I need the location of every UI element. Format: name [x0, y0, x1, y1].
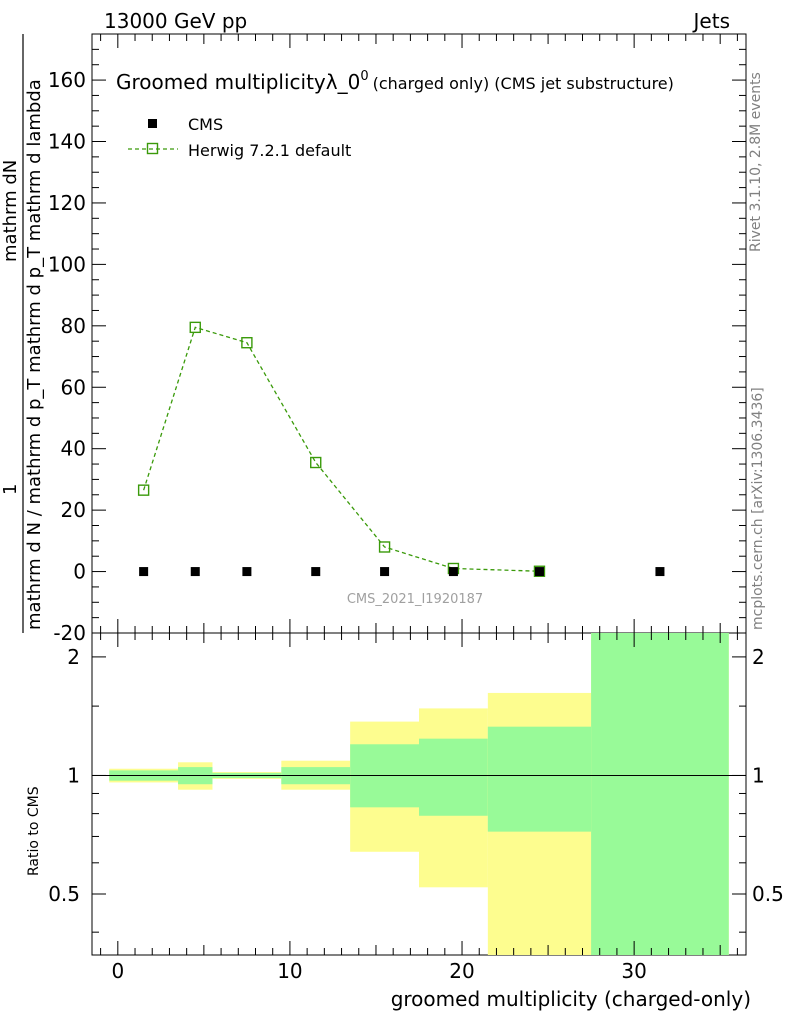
main-ytick-label: 40 — [61, 437, 86, 461]
header-right: Jets — [692, 9, 730, 33]
herwig-point — [310, 456, 322, 469]
ratio-band-inner-6 — [487, 726, 592, 832]
ratio-ytick-label-right: 2 — [752, 645, 765, 669]
ratio-ticks: 0.5 0.5 1 1 2 2 — [48, 645, 784, 933]
main-ytick-label: 60 — [61, 375, 86, 399]
plot-title-superscript: 0 — [360, 69, 368, 84]
ratio-ytick-label: 0.5 — [48, 882, 80, 906]
cms-point — [190, 567, 200, 577]
cms-point — [448, 567, 458, 577]
header-left: 13000 GeV pp — [104, 9, 247, 33]
ratio-ytick-label: 2 — [67, 645, 80, 669]
herwig-line — [143, 326, 540, 572]
cms-point — [380, 567, 390, 577]
plot-title: Groomed multiplicityλ_00 (charged only) (… — [116, 69, 674, 94]
analysis-watermark: CMS_2021_I1920187 — [347, 592, 483, 607]
main-ylabel-denominator: mathrm d N / mathrm d p_T mathrm d p_T m… — [24, 79, 45, 630]
ratio-panel-frame — [91, 632, 747, 956]
x-ticks: 0 10 20 30 — [100, 34, 738, 983]
xtick-label: 0 — [111, 959, 124, 983]
plot-title-lambda: λ_0 — [326, 70, 361, 94]
xtick-label: 10 — [277, 959, 302, 983]
mcplots-label: mcplots.cern.ch [arXiv:1306.3436] — [750, 387, 766, 630]
ratio-band-inner-5 — [419, 738, 488, 816]
cms-point — [242, 567, 252, 577]
cms-point — [534, 567, 544, 577]
xtick-label: 20 — [449, 959, 474, 983]
herwig-point — [378, 541, 391, 553]
main-y-ticks: -20 0 20 40 60 80 100 120 140 160 — [48, 33, 746, 645]
rivet-label: Rivet 3.1.10, 2.8M events — [748, 72, 764, 252]
main-ytick-label: 100 — [48, 252, 86, 276]
x-axis-label: groomed multiplicity (charged-only) — [391, 987, 751, 1011]
legend-cms-label: CMS — [188, 115, 223, 134]
herwig-point — [189, 321, 201, 334]
main-ylabel-prefix: 1 — [0, 484, 21, 495]
herwig-point — [533, 565, 546, 577]
cms-points — [139, 567, 665, 577]
herwig-points — [137, 321, 546, 577]
legend-cms-marker — [148, 119, 157, 128]
ratio-band-inner-7 — [591, 633, 729, 955]
ratio-ytick-label-right: 0.5 — [752, 882, 784, 906]
ratio-ytick-label-right: 1 — [752, 763, 765, 787]
main-ytick-label: 160 — [48, 68, 86, 92]
ratio-bands — [109, 633, 729, 955]
legend-herwig-label: Herwig 7.2.1 default — [188, 141, 351, 160]
plot-title-main: Groomed multiplicity — [116, 70, 326, 94]
main-ytick-label: -20 — [53, 621, 86, 645]
main-ytick-label: 80 — [61, 314, 86, 338]
xtick-label: 30 — [621, 959, 646, 983]
main-ytick-label: 20 — [61, 498, 86, 522]
legend-herwig-marker — [146, 142, 159, 155]
main-ytick-label: 0 — [73, 560, 86, 584]
main-ylabel-numerator: mathrm dN — [0, 160, 21, 262]
plot-title-suffix: (charged only) (CMS jet substructure) — [373, 74, 674, 93]
main-ytick-label: 120 — [48, 191, 86, 215]
cms-point — [311, 567, 321, 577]
herwig-point — [241, 337, 253, 349]
cms-point — [655, 567, 665, 577]
cms-point — [139, 567, 149, 577]
ratio-ylabel: Ratio to CMS — [26, 786, 42, 876]
ratio-ytick-label: 1 — [67, 763, 80, 787]
main-ytick-label: 140 — [48, 130, 86, 154]
herwig-point — [137, 484, 150, 496]
